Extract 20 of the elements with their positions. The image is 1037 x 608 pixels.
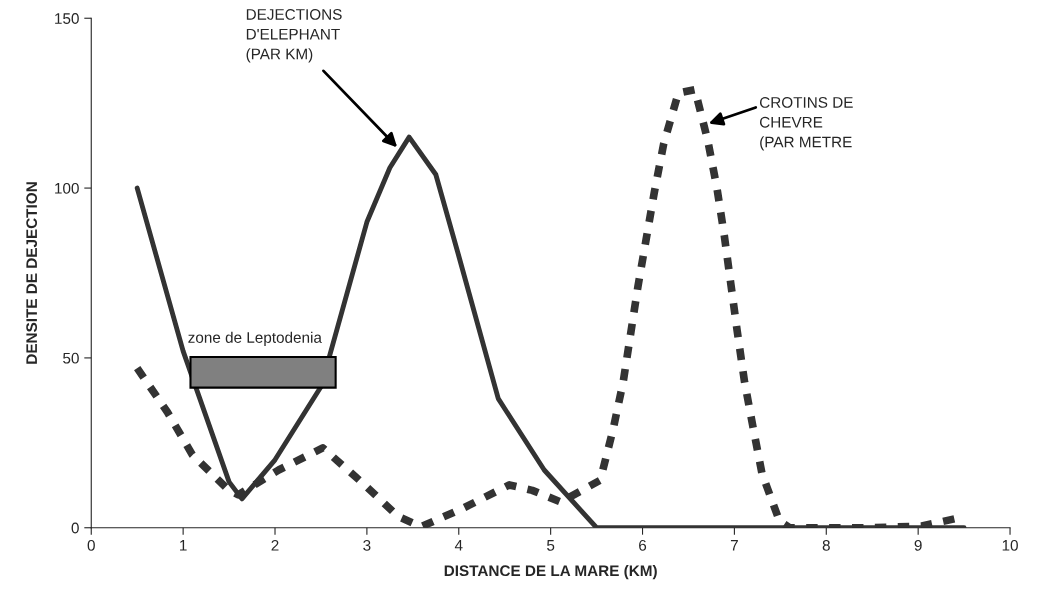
x-tick-label: 10 <box>1002 539 1018 551</box>
y-tick-label: 50 <box>63 352 79 364</box>
x-tick-label: 3 <box>363 539 371 551</box>
x-axis-title: DISTANCE DE LA MARE (KM) <box>444 564 657 580</box>
annotation: CROTINS DE CHEVRE (PAR METRE <box>759 97 853 151</box>
y-tick-label: 150 <box>55 13 79 24</box>
x-tick-label: 1 <box>180 540 187 551</box>
x-tick-label: 2 <box>271 539 279 551</box>
x-tick-label: 5 <box>547 540 555 551</box>
y-axis-title: DENSITE DE DEJECTION <box>26 182 38 364</box>
x-tick-label: 8 <box>822 539 830 551</box>
x-tick-label: 9 <box>914 539 922 551</box>
y-tick-label: 100 <box>55 182 79 194</box>
x-tick-label: 0 <box>87 539 95 551</box>
y-tick-label: 0 <box>71 522 79 534</box>
annotation: DEJECTIONS D'ELEPHANT (PAR KM) <box>246 9 342 63</box>
x-tick-label: 7 <box>730 540 738 551</box>
x-tick-label: 6 <box>639 539 647 551</box>
band-label: zone de Leptodenia <box>188 331 322 346</box>
x-tick-label: 4 <box>454 540 463 551</box>
